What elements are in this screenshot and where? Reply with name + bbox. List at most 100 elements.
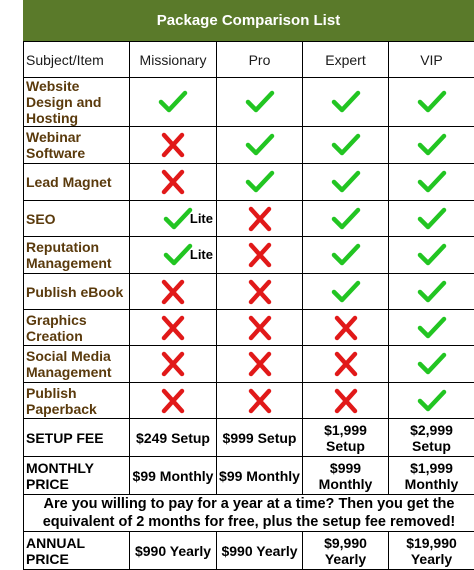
lite-note: Lite [190,211,213,227]
cross-icon [245,388,275,414]
setup-fee-label: SETUP FEE [24,419,130,457]
feature-cell-vip [389,164,474,201]
checkmark-icon [417,315,447,341]
feature-cell-pro [217,78,303,127]
feature-row: Website Design and Hosting [24,78,474,127]
feature-label: SEO [24,201,130,237]
cross-icon [331,388,361,414]
feature-cell-pro [217,237,303,274]
feature-cell-pro [217,274,303,310]
cross-icon [331,315,361,341]
column-header-expert: Expert [303,42,389,78]
feature-cell-vip [389,383,474,419]
feature-label: Publish Paperback [24,383,130,419]
feature-cell-expert [303,201,389,237]
checkmark-icon [417,89,447,115]
setup-fee-row: SETUP FEE $249 Setup $999 Setup $1,999 S… [24,419,474,457]
checkmark-icon [417,132,447,158]
feature-cell-pro [217,310,303,346]
monthly-price-label: MONTHLY PRICE [24,457,130,495]
feature-row: Lead Magnet [24,164,474,201]
monthly-price-vip: $1,999 Monthly [389,457,474,495]
cross-icon [331,351,361,377]
monthly-price-pro: $99 Monthly [217,457,303,495]
feature-row: Social Media Management [24,346,474,383]
feature-cell-pro [217,127,303,164]
offer-note: Are you willing to pay for a year at a t… [24,495,474,532]
checkmark-icon [417,169,447,195]
checkmark-icon [158,89,188,115]
feature-cell-missionary [130,274,217,310]
lite-note: Lite [190,247,213,263]
feature-cell-vip [389,127,474,164]
feature-cell-vip [389,274,474,310]
cross-icon [245,279,275,305]
page-title: Package Comparison List [23,0,474,41]
cross-icon [158,169,188,195]
annual-price-label: ANNUAL PRICE [24,532,130,570]
monthly-price-expert: $999 Monthly [303,457,389,495]
header-row: Subject/Item Missionary Pro Expert VIP [24,42,474,78]
left-margin [0,0,23,560]
feature-label: Publish eBook [24,274,130,310]
annual-price-missionary: $990 Yearly [130,532,217,570]
checkmark-icon [163,242,193,268]
setup-fee-pro: $999 Setup [217,419,303,457]
cross-icon [158,132,188,158]
feature-cell-missionary [130,164,217,201]
cross-icon [245,351,275,377]
comparison-table: Subject/Item Missionary Pro Expert VIP W… [23,41,474,570]
feature-cell-vip [389,78,474,127]
feature-cell-expert [303,310,389,346]
offer-note-row: Are you willing to pay for a year at a t… [24,495,474,532]
feature-row: Publish eBook [24,274,474,310]
checkmark-icon [417,388,447,414]
monthly-price-row: MONTHLY PRICE $99 Monthly $99 Monthly $9… [24,457,474,495]
feature-cell-pro [217,383,303,419]
checkmark-icon [417,242,447,268]
checkmark-icon [417,279,447,305]
feature-cell-missionary [130,346,217,383]
feature-cell-vip [389,237,474,274]
feature-cell-missionary: Lite [130,237,217,274]
feature-cell-vip [389,201,474,237]
feature-cell-missionary [130,78,217,127]
column-header-pro: Pro [217,42,303,78]
annual-price-row: ANNUAL PRICE $990 Yearly $990 Yearly $9,… [24,532,474,570]
checkmark-icon [331,242,361,268]
checkmark-icon [331,279,361,305]
feature-cell-pro [217,201,303,237]
annual-price-vip: $19,990 Yearly [389,532,474,570]
checkmark-icon [417,206,447,232]
feature-cell-missionary [130,127,217,164]
setup-fee-expert: $1,999 Setup [303,419,389,457]
feature-label: Lead Magnet [24,164,130,201]
cross-icon [245,242,275,268]
feature-label: Reputation Management [24,237,130,274]
setup-fee-vip: $2,999 Setup [389,419,474,457]
feature-row: SEO Lite [24,201,474,237]
checkmark-icon [417,351,447,377]
feature-row: Publish Paperback [24,383,474,419]
checkmark-icon [245,89,275,115]
annual-price-expert: $9,990 Yearly [303,532,389,570]
column-header-vip: VIP [389,42,474,78]
cross-icon [158,279,188,305]
feature-row: Webinar Software [24,127,474,164]
column-header-subject: Subject/Item [24,42,130,78]
feature-cell-expert [303,164,389,201]
feature-cell-expert [303,127,389,164]
checkmark-icon [331,132,361,158]
setup-fee-missionary: $249 Setup [130,419,217,457]
feature-cell-vip [389,346,474,383]
checkmark-icon [331,169,361,195]
cross-icon [158,351,188,377]
feature-cell-pro [217,164,303,201]
feature-cell-expert [303,346,389,383]
feature-cell-vip [389,310,474,346]
checkmark-icon [245,132,275,158]
feature-row: Graphics Creation [24,310,474,346]
monthly-price-missionary: $99 Monthly [130,457,217,495]
feature-label: Website Design and Hosting [24,78,130,127]
